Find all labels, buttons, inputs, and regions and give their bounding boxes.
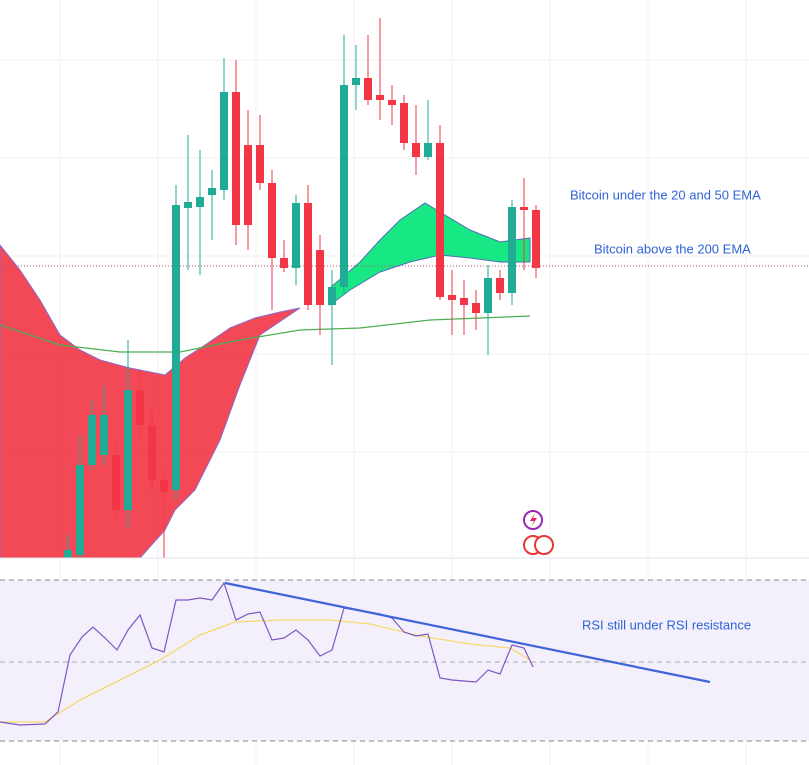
candle-body [472, 303, 480, 313]
candle-body [88, 415, 96, 465]
rsi-resistance [224, 581, 711, 684]
rsi-ma [0, 619, 531, 723]
icons [523, 510, 554, 555]
candle-body [136, 390, 144, 425]
candle-body [64, 550, 72, 558]
candle-body [244, 145, 252, 225]
rsi-band [0, 580, 809, 741]
candle-body [148, 425, 156, 480]
candle-body [400, 103, 408, 143]
candle-body [268, 183, 276, 258]
annotation: RSI still under RSI resistance [582, 617, 751, 632]
ema-200 [0, 315, 531, 353]
candle-body [196, 197, 204, 207]
candle-body [364, 78, 372, 100]
candle-body [292, 203, 300, 268]
candle-body [172, 205, 180, 490]
candle-body [304, 203, 312, 305]
candle-body [160, 480, 168, 492]
candle-body [352, 78, 360, 85]
candle-body [436, 143, 444, 297]
annotation: Bitcoin above the 200 EMA [594, 241, 751, 256]
candles [64, 18, 540, 558]
candle-body [340, 85, 348, 287]
candle-body [220, 92, 228, 190]
candle-body [376, 95, 384, 100]
candle-body [460, 298, 468, 305]
candle-body [328, 287, 336, 305]
candle-body [232, 92, 240, 225]
candle-body [508, 207, 516, 293]
ema-ribbon-red [0, 244, 301, 559]
candle-body [424, 143, 432, 157]
candle-body [412, 143, 420, 157]
candle-body [124, 390, 132, 510]
candle-body [316, 250, 324, 305]
candle-body [256, 145, 264, 183]
candle-body [76, 465, 84, 555]
candle-body [520, 207, 528, 210]
candle-body [112, 455, 120, 510]
rsi-line [0, 581, 534, 726]
candle-body [532, 210, 540, 268]
candle-body [208, 188, 216, 195]
candle-body [448, 295, 456, 300]
candle-body [280, 258, 288, 268]
candle-body [496, 278, 504, 293]
ema-ribbon-green [329, 202, 531, 306]
candle-body [184, 202, 192, 208]
candle-body [484, 278, 492, 313]
candle-body [388, 100, 396, 105]
candle-body [100, 415, 108, 455]
annotation: Bitcoin under the 20 and 50 EMA [570, 187, 761, 202]
